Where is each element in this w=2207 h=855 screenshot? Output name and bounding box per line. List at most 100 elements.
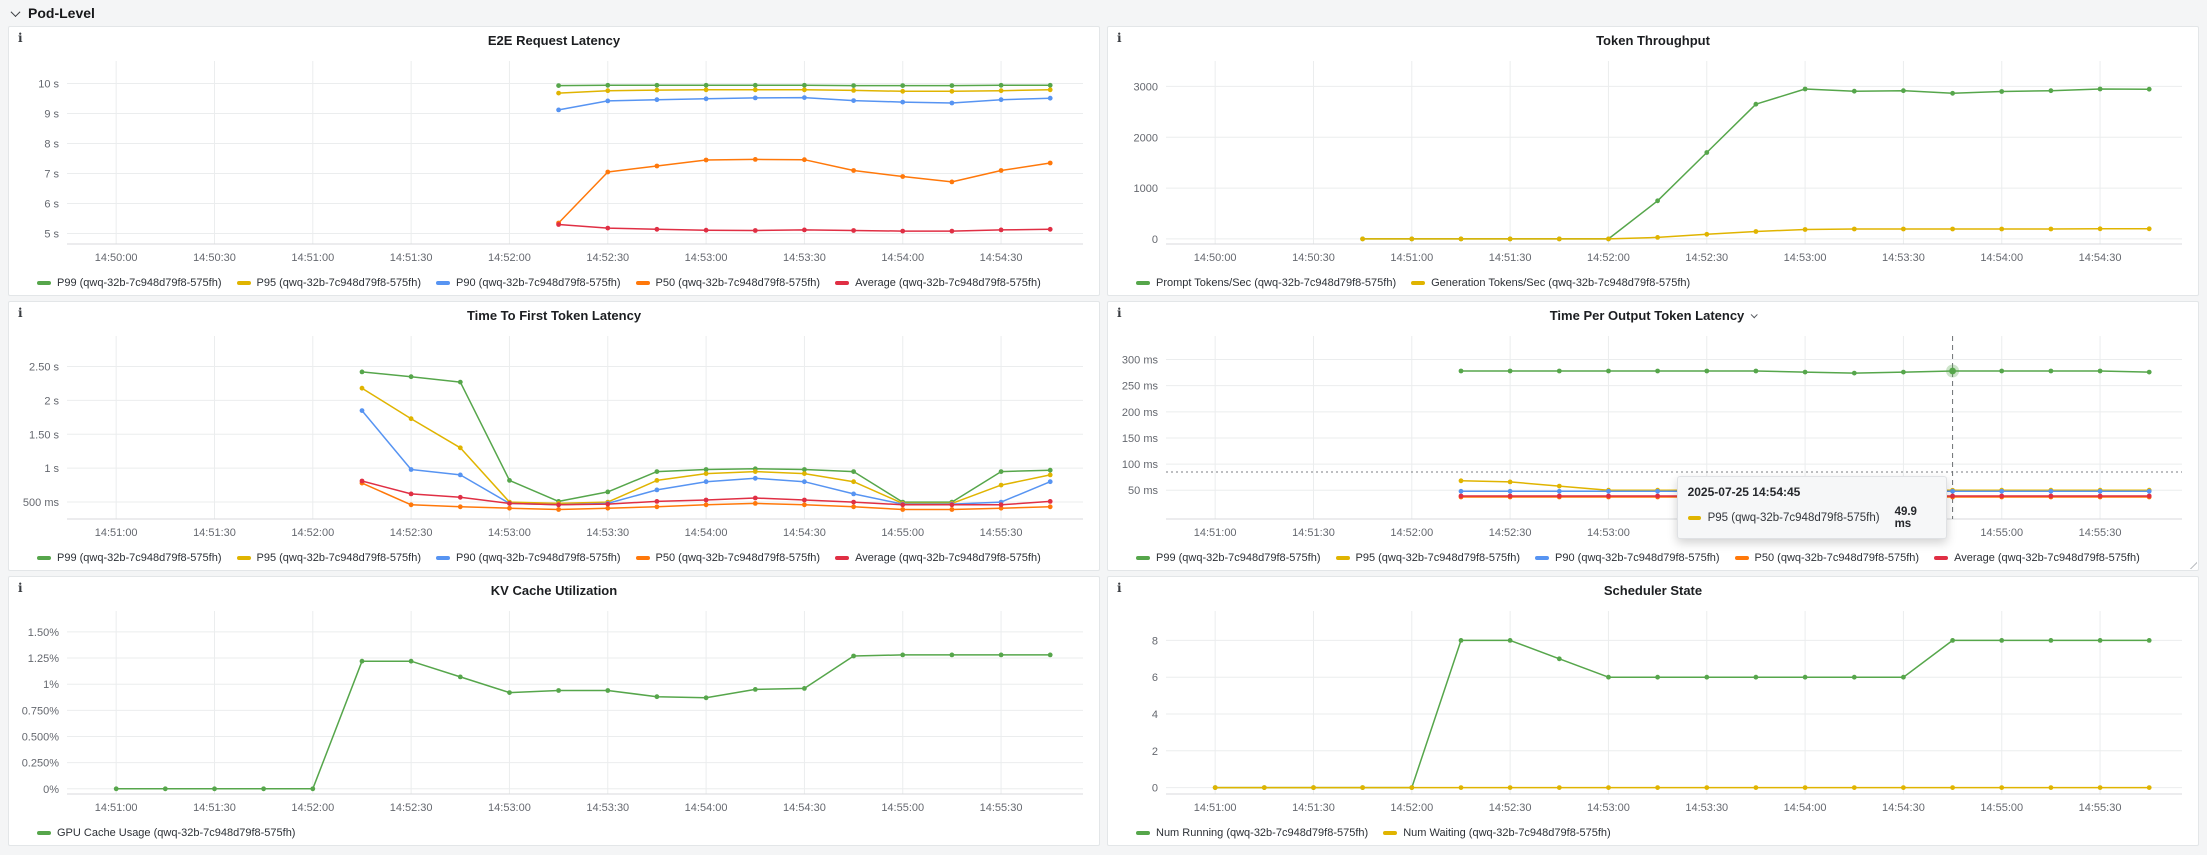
x-tick-label: 14:50:00 [1194,252,1237,264]
legend-label: P95 (qwq-32b-7c948d79f8-575fh) [1355,551,1521,564]
x-tick-label: 14:51:30 [1292,802,1335,814]
panel-title-token-throughput[interactable]: Token Throughput [1596,33,1710,48]
legend-item-tpot-latency-4[interactable]: Average (qwq-32b-7c948d79f8-575fh) [1934,552,2140,564]
data-point [2048,226,2054,232]
data-point [408,658,414,664]
y-tick-label: 0 [1152,234,1158,246]
legend-item-scheduler-state-1[interactable]: Num Waiting (qwq-32b-7c948d79f8-575fh) [1383,827,1611,839]
legend-item-scheduler-state-0[interactable]: Num Running (qwq-32b-7c948d79f8-575fh) [1136,827,1368,839]
panel-title-e2e-request-latency[interactable]: E2E Request Latency [488,33,620,48]
legend-item-token-throughput-1[interactable]: Generation Tokens/Sec (qwq-32b-7c948d79f… [1411,277,1690,289]
y-tick-label: 300 ms [1122,355,1159,367]
data-point [1458,638,1464,643]
data-point [654,82,660,88]
x-tick-label: 14:51:00 [1390,252,1433,264]
legend-item-e2e-request-latency-0[interactable]: P99 (qwq-32b-7c948d79f8-575fh) [37,277,222,289]
legend-item-tpot-latency-2[interactable]: P90 (qwq-32b-7c948d79f8-575fh) [1535,552,1720,564]
legend-swatch [1136,555,1150,560]
legend-item-token-throughput-0[interactable]: Prompt Tokens/Sec (qwq-32b-7c948d79f8-57… [1136,277,1396,289]
legend-swatch [1335,555,1350,560]
y-tick-label: 9 s [44,109,59,121]
data-point [1556,236,1562,242]
data-point [654,163,660,169]
panel-header-token-throughput: i Token Throughput [1108,27,2198,53]
legend-item-ttft-latency-0[interactable]: P99 (qwq-32b-7c948d79f8-575fh) [37,552,222,564]
info-icon[interactable]: i [1117,581,1122,595]
legend-item-tpot-latency-1[interactable]: P95 (qwq-32b-7c948d79f8-575fh) [1335,551,1521,564]
legend-item-e2e-request-latency-4[interactable]: Average (qwq-32b-7c948d79f8-575fh) [835,277,1041,289]
data-point [2146,785,2152,790]
legend-item-tpot-latency-0[interactable]: P99 (qwq-32b-7c948d79f8-575fh) [1136,552,1321,564]
x-tick-label: 14:53:30 [586,527,629,539]
x-tick-label: 14:52:00 [291,802,334,814]
panel-title-ttft-latency[interactable]: Time To First Token Latency [467,308,641,323]
legend-item-ttft-latency-4[interactable]: Average (qwq-32b-7c948d79f8-575fh) [835,552,1041,564]
data-point [457,472,463,478]
data-point [2048,638,2054,643]
data-point [1556,483,1562,489]
panel-title-scheduler-state[interactable]: Scheduler State [1604,583,1702,598]
legend-item-ttft-latency-2[interactable]: P90 (qwq-32b-7c948d79f8-575fh) [436,552,621,564]
data-point [802,502,807,508]
legend-item-tpot-latency-3[interactable]: P50 (qwq-32b-7c948d79f8-575fh) [1734,552,1919,564]
legend-token-throughput: Prompt Tokens/Sec (qwq-32b-7c948d79f8-57… [1108,270,2198,295]
panel-title-tpot-latency[interactable]: Time Per Output Token Latency [1550,308,1759,323]
info-icon[interactable]: i [1117,306,1122,320]
legend-item-e2e-request-latency-2[interactable]: P90 (qwq-32b-7c948d79f8-575fh) [436,277,621,289]
legend-item-e2e-request-latency-3[interactable]: P50 (qwq-32b-7c948d79f8-575fh) [635,277,820,289]
data-point [507,505,512,511]
chart-canvas-e2e-request-latency[interactable]: 14:50:00 14:50:30 14:51:00 14:51:30 14:52:00… [9,53,1097,270]
info-icon[interactable]: i [18,31,23,45]
x-tick-label: 14:53:00 [685,252,728,264]
info-icon[interactable]: i [18,581,23,595]
info-icon[interactable]: i [1117,31,1122,45]
panel-resize-handle[interactable] [2187,559,2197,569]
data-point [1753,101,1759,107]
data-point [703,227,709,233]
data-point [851,491,856,497]
data-point [408,502,414,508]
panel-title-kv-cache-utilization[interactable]: KV Cache Utilization [491,583,617,598]
legend-item-kv-cache-utilization-0[interactable]: GPU Cache Usage (qwq-32b-7c948d79f8-575f… [37,827,295,839]
data-point [556,502,561,508]
data-point [1047,504,1053,510]
legend-item-e2e-request-latency-1[interactable]: P95 (qwq-32b-7c948d79f8-575fh) [236,277,421,289]
data-point [1047,160,1053,166]
data-point [605,169,611,175]
legend-item-ttft-latency-3[interactable]: P50 (qwq-32b-7c948d79f8-575fh) [635,552,820,564]
x-tick-label: 14:55:00 [1980,527,2023,539]
data-point [2097,488,2103,494]
data-point [998,88,1004,94]
x-tick-label: 14:54:30 [980,252,1023,264]
section-row-pod-level[interactable]: Pod-Level [0,0,2207,26]
data-point [851,479,856,485]
legend-swatch [1934,555,1949,560]
data-point [408,416,414,422]
chart-canvas-ttft-latency[interactable]: 14:51:00 14:51:30 14:52:00 14:52:30 14:53:00… [9,328,1097,545]
data-point [1047,499,1053,504]
chart-canvas-scheduler-state[interactable]: 14:51:00 14:51:30 14:52:00 14:52:30 14:53:00… [1108,603,2196,820]
data-point [851,168,856,173]
x-tick-label: 14:52:30 [586,252,629,264]
x-tick-label: 14:50:00 [95,252,138,264]
chart-canvas-tpot-latency[interactable]: 14:51:00 14:51:30 14:52:00 14:52:30 14:53:00… [1108,328,2196,545]
legend-label: Average (qwq-32b-7c948d79f8-575fh) [855,276,1041,289]
data-point [1901,88,1906,94]
data-point [802,87,807,93]
x-tick-label: 14:54:30 [783,527,826,539]
chart-canvas-token-throughput[interactable]: 14:50:00 14:50:30 14:51:00 14:51:30 14:52:00… [1108,53,2196,270]
y-tick-label: 3000 [1134,81,1158,93]
data-point [752,501,758,506]
data-point [1901,674,1906,680]
legend-swatch [1535,555,1550,560]
chart-canvas-kv-cache-utilization[interactable]: 14:51:00 14:51:30 14:52:00 14:52:30 14:53:00… [9,603,1097,820]
data-point [556,90,561,96]
legend-tpot-latency: P99 (qwq-32b-7c948d79f8-575fh) P95 (qwq-3… [1108,545,2198,570]
data-point [1802,674,1808,680]
legend-item-ttft-latency-1[interactable]: P95 (qwq-32b-7c948d79f8-575fh) [236,552,421,564]
legend-scheduler-state: Num Running (qwq-32b-7c948d79f8-575fh) Nu… [1108,820,2198,845]
data-point [1999,488,2005,494]
y-tick-label: 1% [43,679,59,691]
info-icon[interactable]: i [18,306,23,320]
data-point [605,98,611,104]
